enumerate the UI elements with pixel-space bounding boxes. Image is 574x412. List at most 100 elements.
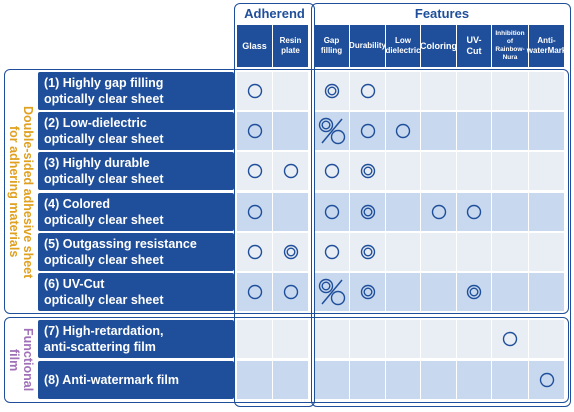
double-circle-icon [466,284,482,300]
circle-icon [247,204,262,220]
column-header-lowdiel: Low dielectric [385,25,421,67]
circle-icon [502,331,518,347]
circle-icon [247,123,262,139]
column-header-glass: Glass [237,25,272,67]
cell-7-gap [314,320,349,358]
cell-5-coloring [421,233,456,271]
cell-3-lowdiel [386,152,420,190]
adhesive-group-frame [4,69,569,314]
column-header-resin: Resin plate [273,25,308,67]
double-circle-icon [360,204,375,220]
adherend-frame [234,3,315,407]
cell-7-coloring [421,320,456,358]
cell-6-durability [350,273,385,311]
row-label-7: (7) High-retardation, anti-scattering fi… [38,320,234,358]
cell-7-rainbow [492,320,528,358]
cell-2-durability [350,112,385,150]
column-header-coloring: Coloring [420,25,457,67]
column-header-uvcut: UV- Cut [457,25,491,67]
cell-4-resin [273,193,308,231]
cell-4-antiwater [529,193,564,231]
functional-group-frame [4,317,569,403]
cell-2-rainbow [492,112,528,150]
cell-1-coloring [421,72,456,110]
cell-7-durability [350,320,385,358]
cell-6-lowdiel [386,273,420,311]
cell-6-antiwater [529,273,564,311]
cell-5-durability [350,233,385,271]
circle-icon [360,123,375,139]
cell-3-glass [237,152,272,190]
cell-4-gap [314,193,349,231]
cell-7-glass [237,320,272,358]
cell-8-resin [273,361,308,399]
cell-7-antiwater [529,320,564,358]
circle-icon [283,284,298,300]
circle-icon [539,372,554,388]
cell-1-gap [314,72,349,110]
cell-8-rainbow [492,361,528,399]
circle-icon [283,163,298,179]
circle-icon [324,244,339,260]
features-frame [311,3,571,407]
group-label-adhesive: Double-sided adhesive sheet for adhering… [7,105,35,279]
cell-5-uvcut [457,233,491,271]
cell-1-antiwater [529,72,564,110]
row-label-6: (6) UV-Cut optically clear sheet [38,273,234,311]
double-circle-icon [283,244,298,260]
cell-2-coloring [421,112,456,150]
cell-8-uvcut [457,361,491,399]
circle-icon [247,163,262,179]
double-circle-icon [360,244,375,260]
cell-1-rainbow [492,72,528,110]
cell-8-glass [237,361,272,399]
cell-7-resin [273,320,308,358]
circle-icon [247,284,262,300]
cell-3-gap [314,152,349,190]
row-label-3: (3) Highly durable optically clear sheet [38,152,234,190]
cell-3-coloring [421,152,456,190]
row-label-8: (8) Anti-watermark film [38,361,234,399]
cell-5-rainbow [492,233,528,271]
cell-2-glass [237,112,272,150]
circle-icon [324,163,339,179]
cell-8-durability [350,361,385,399]
circle-icon [466,204,482,220]
cell-4-coloring [421,193,456,231]
cell-6-gap [314,273,349,311]
circle-icon [324,204,339,220]
cell-4-glass [237,193,272,231]
cell-2-lowdiel [386,112,420,150]
cell-4-uvcut [457,193,491,231]
cell-6-glass [237,273,272,311]
cell-1-uvcut [457,72,491,110]
cell-5-gap [314,233,349,271]
cell-4-durability [350,193,385,231]
double-circle-icon [360,163,375,179]
row-label-5: (5) Outgassing resistance optically clea… [38,233,234,271]
percent-circles-icon [318,117,345,145]
row-label-2: (2) Low-dielectric optically clear sheet [38,112,234,150]
cell-7-uvcut [457,320,491,358]
column-header-durability: Durability [349,25,386,67]
cell-3-rainbow [492,152,528,190]
row-label-1: (1) Highly gap filling optically clear s… [38,72,234,110]
cell-5-lowdiel [386,233,420,271]
cell-4-lowdiel [386,193,420,231]
cell-5-glass [237,233,272,271]
cell-1-durability [350,72,385,110]
double-circle-icon [360,284,375,300]
cell-7-lowdiel [386,320,420,358]
cell-2-antiwater [529,112,564,150]
cell-8-gap [314,361,349,399]
cell-8-lowdiel [386,361,420,399]
cell-2-uvcut [457,112,491,150]
cell-6-resin [273,273,308,311]
features-header: Features [414,6,470,21]
column-header-gap: Gap filling [314,25,349,67]
circle-icon [247,83,262,99]
cell-3-antiwater [529,152,564,190]
double-circle-icon [324,83,339,99]
column-header-rainbow: Inhibition of Rainbow- Nura [492,25,528,67]
circle-icon [247,244,262,260]
